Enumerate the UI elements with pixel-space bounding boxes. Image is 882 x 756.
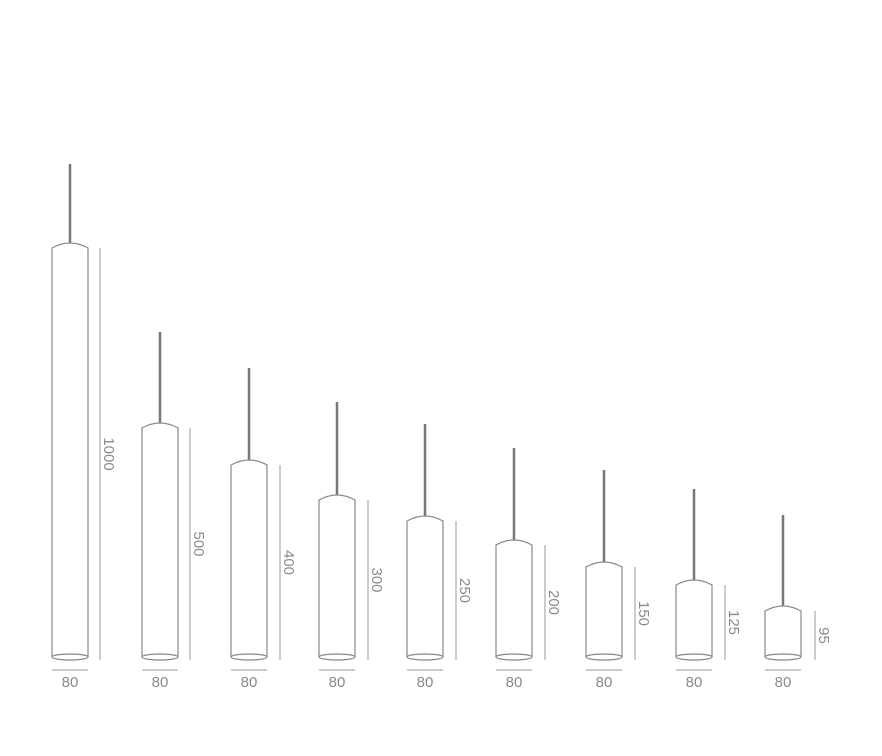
height-label: 95 xyxy=(815,627,832,644)
cylinder-base xyxy=(495,653,533,661)
diameter-label: 80 xyxy=(775,674,792,691)
height-label: 150 xyxy=(635,601,652,626)
cylinder-base xyxy=(51,653,89,661)
cylinder xyxy=(141,422,179,657)
height-label: 400 xyxy=(280,550,297,575)
cylinder-base xyxy=(406,653,444,661)
diameter-label: 80 xyxy=(62,674,79,691)
diameter-label: 80 xyxy=(241,674,258,691)
cylinder-base xyxy=(141,653,179,661)
diameter-label: 80 xyxy=(152,674,169,691)
cylinder xyxy=(675,579,713,657)
diameter-label: 80 xyxy=(417,674,434,691)
height-label: 125 xyxy=(725,610,742,635)
cylinder xyxy=(230,459,268,657)
lamp: 150 80 xyxy=(585,470,652,691)
diameter-label: 80 xyxy=(506,674,523,691)
lamp: 250 80 xyxy=(406,424,473,691)
height-label: 200 xyxy=(545,590,562,615)
cylinder-base xyxy=(318,653,356,661)
lamp: 200 80 xyxy=(495,448,562,691)
height-label: 500 xyxy=(190,531,207,556)
diameter-label: 80 xyxy=(329,674,346,691)
cylinder-base xyxy=(230,653,268,661)
cylinder-base xyxy=(585,653,623,661)
lamp: 400 80 xyxy=(230,368,297,691)
lamp: 1000 80 xyxy=(51,164,117,691)
diameter-label: 80 xyxy=(686,674,703,691)
lamp: 95 80 xyxy=(764,515,832,691)
cylinder xyxy=(585,561,623,657)
cylinder-base xyxy=(764,653,802,661)
cylinder xyxy=(318,494,356,657)
height-label: 250 xyxy=(456,578,473,603)
lamp: 125 80 xyxy=(675,489,742,691)
cylinder xyxy=(495,539,533,657)
lamp: 300 80 xyxy=(318,402,385,691)
height-label: 1000 xyxy=(100,437,117,470)
lamp: 500 80 xyxy=(141,332,207,691)
diameter-label: 80 xyxy=(596,674,613,691)
cylinder xyxy=(51,242,89,657)
cylinder xyxy=(406,515,444,657)
height-label: 300 xyxy=(368,567,385,592)
cylinder-base xyxy=(675,653,713,661)
cylinder xyxy=(764,605,802,657)
